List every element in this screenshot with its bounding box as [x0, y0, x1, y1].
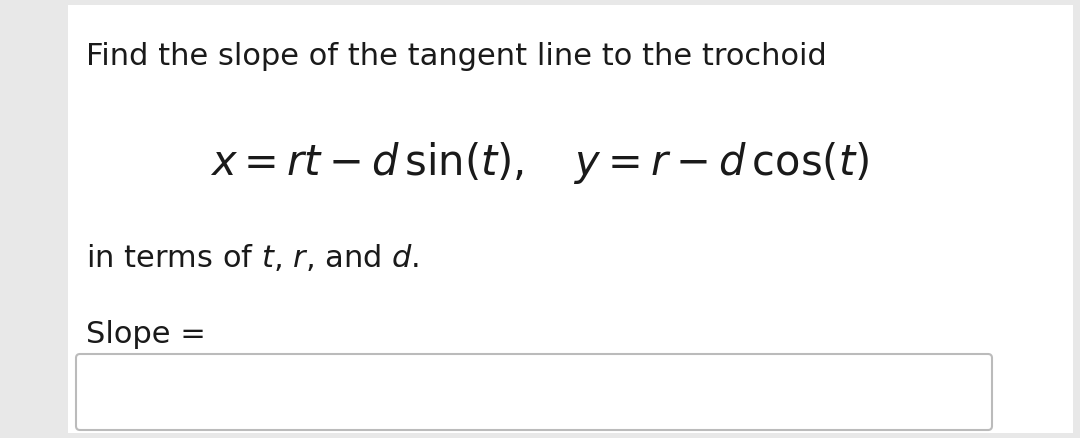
Text: Slope =: Slope = — [86, 320, 206, 349]
Text: Find the slope of the tangent line to the trochoid: Find the slope of the tangent line to th… — [86, 42, 827, 71]
FancyBboxPatch shape — [68, 5, 1074, 433]
FancyBboxPatch shape — [76, 354, 993, 430]
Text: $x = rt - d\,\sin(t), \quad y = r - d\,\cos(t)$: $x = rt - d\,\sin(t), \quad y = r - d\,\… — [211, 140, 869, 186]
Text: in terms of $t$, $r$, and $d$.: in terms of $t$, $r$, and $d$. — [86, 242, 420, 273]
